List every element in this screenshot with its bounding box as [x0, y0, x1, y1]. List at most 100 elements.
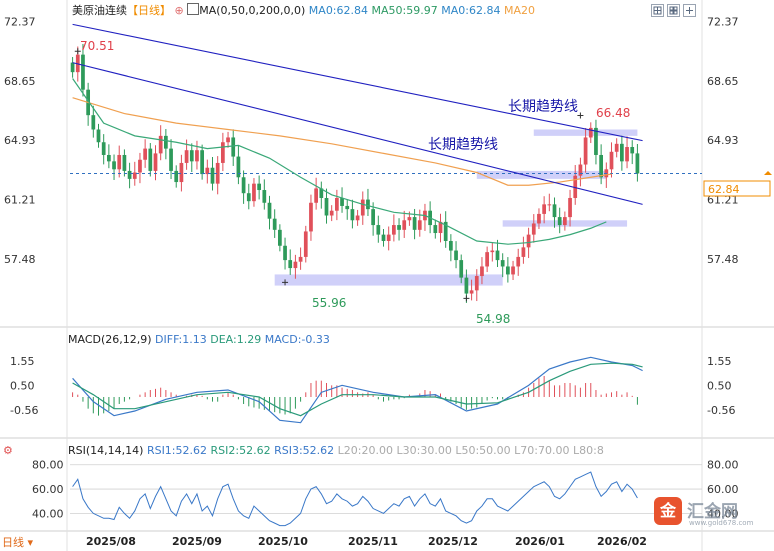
candle-body: [200, 150, 205, 175]
candle-body: [174, 170, 179, 183]
candle-body: [179, 162, 184, 183]
macd-diff-line: [72, 356, 643, 424]
trendline-lower: [72, 62, 643, 205]
macd-tick-right: 1.55: [707, 355, 732, 368]
settings-icon[interactable]: ⊕: [174, 4, 184, 17]
candle-body: [386, 234, 391, 241]
rsi-3: RSI3:52.62: [274, 444, 335, 457]
candle-body: [609, 151, 614, 170]
rsi-tick-left: 40.00: [32, 507, 64, 520]
price-zone-box: [476, 170, 607, 179]
candle-body: [588, 127, 593, 138]
x-tick-label: 2025/08: [86, 535, 136, 548]
pin-icon[interactable]: [651, 4, 664, 17]
candle-body: [153, 153, 158, 171]
candle-body: [345, 205, 350, 210]
watermark-logo: 金: [654, 497, 682, 525]
candle-body: [407, 217, 412, 221]
last-price-value: 62.84: [708, 183, 740, 196]
ma-value-3: MA20: [503, 4, 535, 17]
trendline-upper: [72, 23, 643, 142]
rsi-l30: L30:30.00: [396, 444, 452, 457]
candle-body: [454, 250, 458, 261]
candle-body: [220, 142, 225, 163]
candle-body: [464, 277, 469, 294]
candle-body: [500, 260, 505, 267]
moving-average-lines: [70, 78, 702, 245]
candle-body: [485, 252, 490, 267]
macd-dea: DEA:1.29: [210, 333, 262, 346]
axes-labels: 72.37 72.37 68.65 68.65 64.93 64.93 61.21 61.21…: [4, 16, 739, 548]
candle-body: [542, 204, 547, 214]
macd-header: MACD(26,12,9) DIFF:1.13 DEA:1.29 MACD:-0…: [68, 333, 330, 347]
price-tick-left: 64.93: [4, 134, 36, 147]
trendlines: [72, 23, 643, 302]
rsi-l20: L20:20.00: [337, 444, 393, 457]
candle-body: [562, 217, 567, 226]
price-tick-right: 57.48: [707, 253, 739, 266]
x-tick-label: 2026/02: [597, 535, 647, 548]
candle-body: [329, 210, 334, 216]
candle-body: [537, 213, 541, 224]
candle-body: [614, 143, 619, 152]
candle-body: [521, 247, 526, 257]
period-label[interactable]: 【日线】: [127, 4, 171, 17]
watermark-text: 汇金网: [687, 502, 738, 522]
macd-params: MACD(26,12,9): [68, 333, 152, 346]
candle-body: [583, 137, 588, 165]
candle-body: [490, 250, 495, 253]
ma50-line: [72, 78, 607, 245]
candle-body: [552, 204, 557, 218]
low-label-1: 55.96: [312, 296, 346, 310]
price-tick-right: 68.65: [707, 75, 739, 88]
candle-body: [531, 223, 536, 235]
candle-body: [402, 220, 407, 230]
candle-body: [215, 162, 220, 184]
x-tick-label: 2025/11: [348, 535, 398, 548]
candle-body: [350, 209, 355, 221]
candle-body: [443, 221, 448, 241]
candle-body: [469, 290, 474, 294]
candle-body: [246, 193, 251, 202]
indicator-icon[interactable]: [187, 3, 200, 15]
candle-body: [366, 199, 370, 210]
rsi-settings-icon[interactable]: ⚙: [3, 444, 13, 457]
zoom-icon[interactable]: [683, 4, 696, 17]
candle-body: [293, 261, 298, 269]
candle-body: [70, 62, 75, 73]
price-tick-left: 68.65: [4, 75, 36, 88]
rsi-tick-left: 80.00: [32, 459, 64, 472]
high-label-2: 66.48: [596, 106, 630, 120]
candle-body: [262, 190, 267, 203]
x-tick-label: 2026/01: [515, 535, 565, 548]
rsi-params: RSI(14,14,14): [68, 444, 144, 457]
candle-body: [231, 137, 236, 157]
macd-tick-left: 0.50: [10, 379, 35, 392]
macd-tick-left: 1.55: [10, 355, 35, 368]
chart-header: 美原油连续【日线】 ⊕ MA(0,50,0,200,0,0) MA0:62.84…: [72, 3, 535, 18]
high-label-1: 70.51: [80, 39, 114, 53]
candle-body: [189, 150, 194, 162]
candle-body: [184, 150, 189, 163]
candle-body: [505, 266, 510, 275]
extreme-marker: [74, 48, 81, 55]
period-button[interactable]: 日线 ▾: [2, 536, 33, 550]
trendline-label-lower: 长期趋势线: [428, 137, 498, 153]
trendline-label-upper: 长期趋势线: [508, 99, 578, 115]
ma-value-2: MA0:62.84: [441, 4, 501, 17]
rsi-l50: L50:50.00: [455, 444, 511, 457]
grid-icon[interactable]: [667, 4, 680, 17]
candle-body: [619, 143, 624, 162]
candle-body: [511, 266, 515, 275]
candle-body: [283, 245, 287, 261]
rsi-l70: L70:70.00: [514, 444, 570, 457]
candle-body: [195, 150, 199, 162]
candle-body: [376, 225, 381, 235]
candle-body: [163, 135, 168, 149]
candle-body: [158, 135, 163, 154]
rsi-tick-right: 60.00: [707, 483, 739, 496]
candle-body: [360, 199, 365, 216]
candle-body: [309, 202, 313, 232]
candle-body: [516, 256, 521, 267]
candle-body: [381, 234, 386, 241]
